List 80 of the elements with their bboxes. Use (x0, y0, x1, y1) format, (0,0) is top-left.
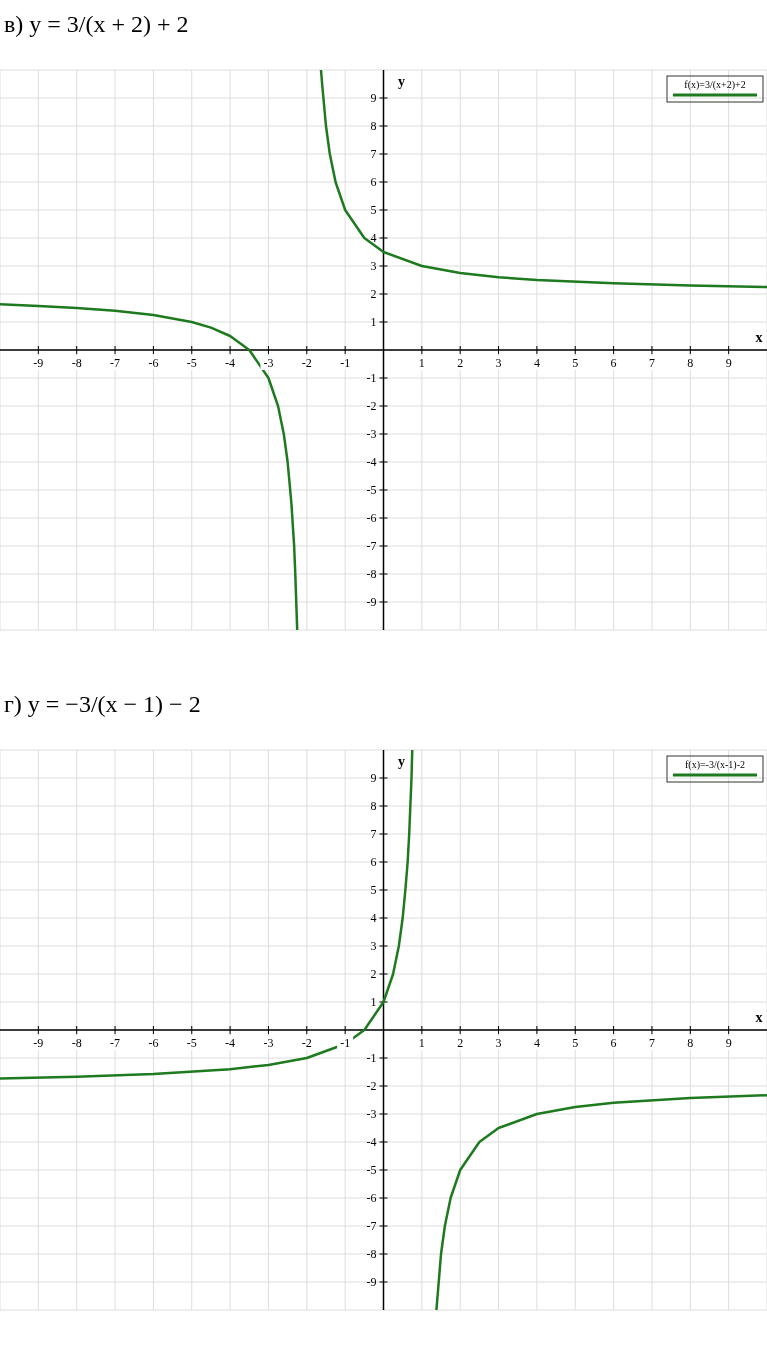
x-tick-label: -7 (110, 1036, 121, 1050)
x-tick-label: 7 (648, 1036, 655, 1050)
y-tick-label: -2 (366, 1079, 377, 1093)
y-tick-label: -8 (366, 1247, 377, 1261)
x-tick-label: -8 (71, 356, 82, 370)
x-tick-label: 9 (725, 356, 732, 370)
y-tick-label: 1 (370, 995, 377, 1009)
y-tick-label: 9 (370, 91, 377, 105)
y-tick-label: -3 (366, 427, 377, 441)
text: f(x)=3/(x+2)+2 (684, 79, 746, 91)
y-tick-label: -6 (366, 1191, 377, 1205)
y-tick-label: -4 (366, 1135, 377, 1149)
y-axis-title: y (398, 754, 405, 769)
x-axis-title: x (755, 330, 763, 345)
y-tick-label: 7 (370, 147, 377, 161)
y-tick-label: -7 (366, 1219, 377, 1233)
y-tick-label: 2 (370, 967, 377, 981)
x-tick-label: -5 (186, 356, 197, 370)
y-tick-label: 8 (370, 119, 377, 133)
x-tick-label: -6 (148, 356, 159, 370)
chart-title: г) y = −3/(x − 1) − 2 (4, 691, 201, 717)
y-tick-label: -8 (366, 567, 377, 581)
y-tick-label: -4 (366, 455, 377, 469)
y-tick-label: 1 (370, 315, 377, 329)
y-tick-label: 3 (370, 939, 377, 953)
y-tick-label: -9 (366, 1275, 377, 1289)
y-tick-label: -2 (366, 399, 377, 413)
y-tick-label: 6 (370, 855, 377, 869)
x-tick-label: -7 (110, 356, 121, 370)
x-tick-label: 1 (418, 356, 425, 370)
x-tick-label: -3 (263, 356, 274, 370)
x-tick-label: -2 (301, 356, 312, 370)
x-axis-title: x (755, 1010, 763, 1025)
x-tick-label: 4 (533, 1036, 540, 1050)
x-tick-label: 5 (572, 356, 579, 370)
x-tick-label: 9 (725, 1036, 732, 1050)
y-tick-label: -5 (366, 1163, 377, 1177)
y-tick-label: 3 (370, 259, 377, 273)
x-tick-label: -8 (71, 1036, 82, 1050)
x-tick-label: 6 (610, 356, 617, 370)
x-tick-label: 6 (610, 1036, 617, 1050)
y-tick-label: 4 (370, 911, 377, 925)
x-tick-label: -4 (225, 356, 236, 370)
y-tick-label: -3 (366, 1107, 377, 1121)
chart-title: в) y = 3/(x + 2) + 2 (4, 11, 189, 37)
y-tick-label: -1 (366, 371, 377, 385)
y-tick-label: -5 (366, 483, 377, 497)
y-tick-label: -9 (366, 595, 377, 609)
y-tick-label: 8 (370, 799, 377, 813)
x-tick-label: -4 (225, 1036, 236, 1050)
y-tick-label: 4 (370, 231, 377, 245)
y-tick-label: 2 (370, 287, 377, 301)
y-tick-label: 7 (370, 827, 377, 841)
x-tick-label: -6 (148, 1036, 159, 1050)
x-tick-label: -1 (340, 356, 351, 370)
x-tick-label: 3 (495, 356, 502, 370)
y-tick-label: 9 (370, 771, 377, 785)
x-tick-label: 5 (572, 1036, 579, 1050)
x-tick-label: -9 (33, 1036, 44, 1050)
x-tick-label: -2 (301, 1036, 312, 1050)
x-tick-label: 8 (687, 356, 694, 370)
y-tick-label: 5 (370, 203, 377, 217)
x-tick-label: -5 (186, 1036, 197, 1050)
text: f(x)=-3/(x-1)-2 (684, 759, 746, 771)
y-tick-label: 6 (370, 175, 377, 189)
x-tick-label: 3 (495, 1036, 502, 1050)
x-tick-label: 2 (457, 1036, 464, 1050)
x-tick-label: -3 (263, 1036, 274, 1050)
x-tick-label: -1 (340, 1036, 351, 1050)
x-tick-label: 4 (533, 356, 540, 370)
x-tick-label: 8 (687, 1036, 694, 1050)
x-tick-label: 1 (418, 1036, 425, 1050)
y-tick-label: -6 (366, 511, 377, 525)
y-tick-label: -1 (366, 1051, 377, 1065)
y-tick-label: -7 (366, 539, 377, 553)
y-tick-label: 5 (370, 883, 377, 897)
x-tick-label: 2 (457, 356, 464, 370)
x-tick-label: 7 (648, 356, 655, 370)
y-axis-title: y (398, 74, 405, 89)
x-tick-label: -9 (33, 356, 44, 370)
